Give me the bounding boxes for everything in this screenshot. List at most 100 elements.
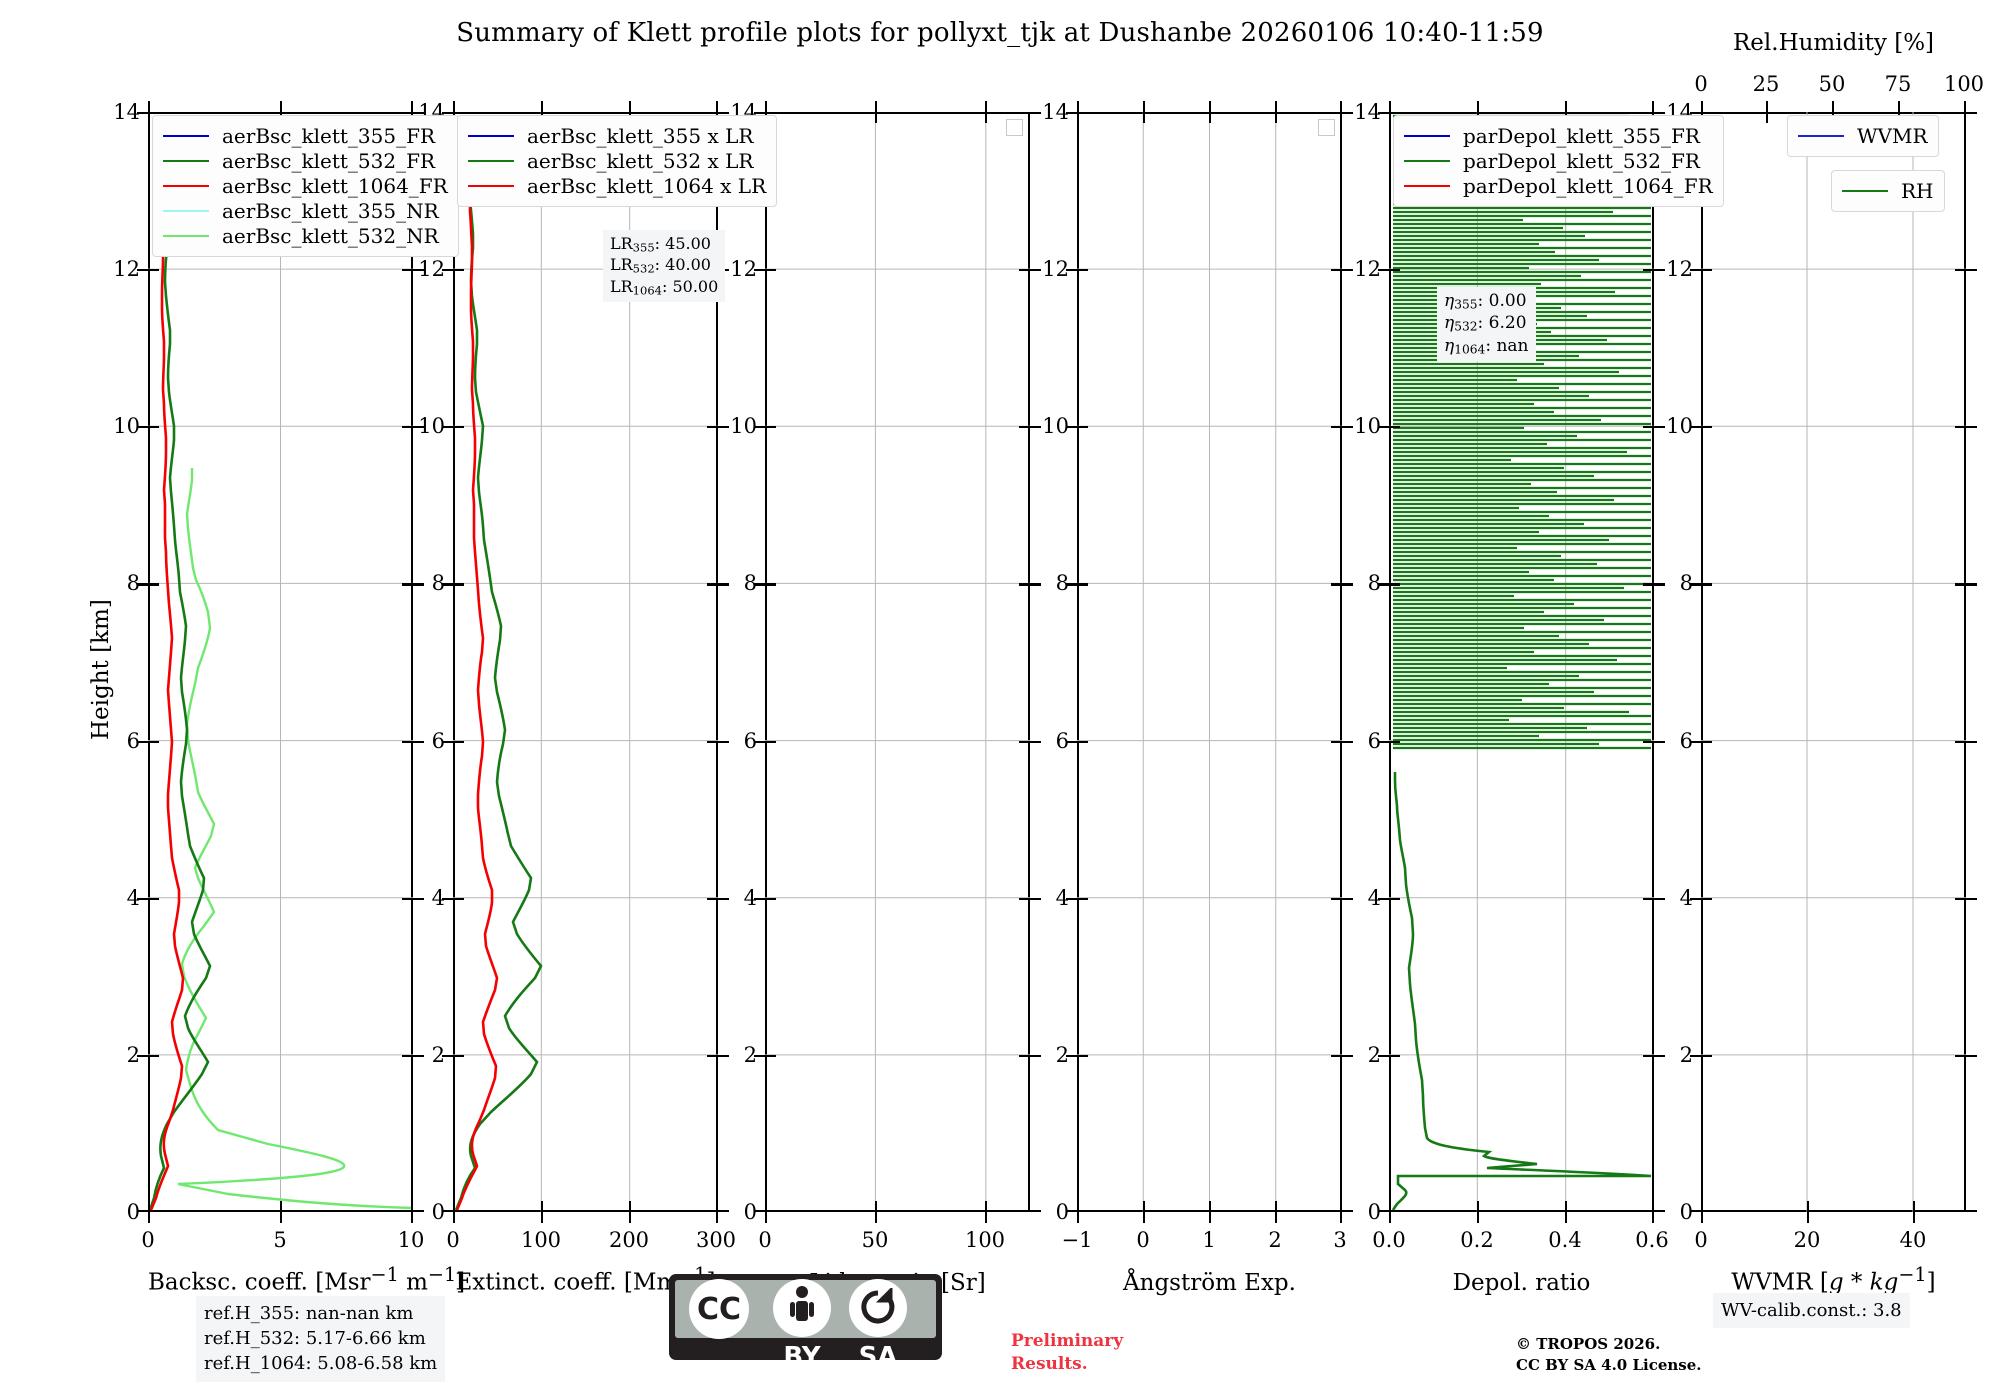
- legend-item: aerBsc_klett_532_NR: [163, 223, 448, 248]
- y-tick-label: 2: [743, 1042, 757, 1067]
- plot-area: [1077, 112, 1342, 1212]
- x-tick-label: 3: [1333, 1228, 1347, 1252]
- y-tick-label: 6: [1679, 728, 1693, 753]
- empty-legend-box[interactable]: [1318, 119, 1335, 136]
- legend-item: aerBsc_klett_532 x LR: [468, 148, 766, 173]
- person-icon: [790, 1286, 814, 1321]
- legend-item: parDepol_klett_355_FR: [1404, 123, 1713, 148]
- legend-label: WVMR: [1857, 123, 1928, 148]
- x-tick-label: 0.0: [1372, 1228, 1406, 1252]
- y-tick-label: 14: [1354, 100, 1381, 124]
- y-tick-label: 4: [431, 885, 445, 910]
- y-tick-label: 0: [1679, 1200, 1693, 1224]
- y-tick-label: 6: [1367, 728, 1381, 753]
- y-tick-label: 12: [1666, 257, 1693, 282]
- plot-area: [1701, 112, 1966, 1212]
- legend-swatch-line: [1404, 184, 1450, 187]
- y-tick-label: 4: [1367, 885, 1381, 910]
- y-tick-label: 4: [1055, 885, 1069, 910]
- legend-label: aerBsc_klett_532 x LR: [527, 148, 754, 173]
- panel-extinction: aerBsc_klett_355 x LR aerBsc_klett_532 x…: [418, 100, 778, 1296]
- legend-swatch-line: [163, 209, 209, 212]
- share-alike-icon: [861, 1288, 895, 1324]
- x-tick-label: 2: [1268, 1228, 1282, 1252]
- cc-sa-label: SA: [858, 1342, 898, 1372]
- x-tick-label: 0: [1136, 1228, 1150, 1252]
- x-tick-label: 0: [446, 1228, 460, 1252]
- y-tick-label: 12: [1042, 257, 1069, 282]
- legend-label: aerBsc_klett_532_NR: [222, 223, 439, 248]
- legend-backscatter[interactable]: aerBsc_klett_355_FR aerBsc_klett_532_FR …: [152, 115, 459, 257]
- series-parDepol-532-FR: [1391, 772, 1652, 1211]
- x-tick-label: 0.4: [1548, 1228, 1582, 1252]
- legend-label: parDepol_klett_1064_FR: [1463, 173, 1713, 198]
- eta-355: η355: 0.00: [1444, 291, 1527, 312]
- y-tick-label: 14: [113, 100, 140, 124]
- y-tick-label: 2: [1679, 1042, 1693, 1067]
- eta-532: η532: 6.20: [1444, 313, 1527, 335]
- eta-1064: η1064: nan: [1444, 335, 1529, 357]
- x-tick-label: 0: [141, 1228, 155, 1252]
- legend-label: RH: [1901, 178, 1934, 203]
- y-tick-label: 0: [126, 1200, 140, 1224]
- legend-swatch-line: [163, 134, 209, 137]
- x-axis-title: Depol. ratio: [1452, 1270, 1591, 1296]
- x-tick-label: 5: [273, 1228, 287, 1252]
- x-tick-label: 300: [695, 1228, 737, 1252]
- y-tick-label: 0: [1055, 1200, 1069, 1224]
- lr-532: LR532: 40.00: [610, 255, 711, 276]
- x-tick-label: 0: [758, 1228, 772, 1252]
- lr-355: LR355: 45.00: [610, 234, 711, 255]
- series-parDepol-532-noisy: [1393, 114, 1651, 750]
- y-tick-label: 10: [1042, 414, 1069, 439]
- empty-legend-box[interactable]: [1006, 119, 1023, 136]
- legend-extinction[interactable]: aerBsc_klett_355 x LR aerBsc_klett_532 x…: [457, 115, 778, 207]
- series-ext-1064: [455, 116, 499, 1211]
- legend-label: aerBsc_klett_1064 x LR: [527, 173, 767, 198]
- legend-rh[interactable]: RH: [1831, 170, 1945, 212]
- legend-item: parDepol_klett_532_FR: [1404, 148, 1713, 173]
- x-tick-label: 0: [1694, 1228, 1708, 1252]
- rh-tick-label: 0: [1694, 72, 1708, 96]
- legend-label: parDepol_klett_532_FR: [1463, 148, 1700, 173]
- x-tick-label: 40: [1899, 1228, 1927, 1252]
- y-tick-label: 4: [1679, 885, 1693, 910]
- legend-label: aerBsc_klett_355_NR: [222, 198, 439, 223]
- y-tick-label: 10: [418, 414, 445, 439]
- x-tick-label: 100: [964, 1228, 1006, 1252]
- legend-item: aerBsc_klett_355 x LR: [468, 123, 766, 148]
- x-tick-label: 1: [1202, 1228, 1216, 1252]
- reference-heights-box: ref.H_355: nan-nan km ref.H_532: 5.17-6.…: [196, 1296, 446, 1382]
- y-tick-label: 8: [1055, 571, 1069, 596]
- series-aerBsc-532-NR: [177, 468, 413, 1210]
- legend-swatch-line: [163, 234, 209, 237]
- y-tick-label: 6: [743, 728, 757, 753]
- legend-swatch-line: [468, 134, 514, 137]
- cc-by-label: BY: [783, 1342, 821, 1372]
- y-tick-label: 6: [126, 728, 140, 753]
- y-tick-label: 0: [431, 1200, 445, 1224]
- y-tick-label: 10: [1354, 414, 1381, 439]
- x-axis-title: WVMR [g * kg−1]: [1731, 1263, 1936, 1296]
- rh-tick-label: 50: [1818, 72, 1846, 96]
- legend-swatch-line: [1404, 159, 1450, 162]
- legend-swatch-line: [468, 159, 514, 162]
- legend-item: aerBsc_klett_532_FR: [163, 148, 448, 173]
- preliminary-results-note: Preliminary Results.: [1011, 1331, 1124, 1374]
- x-tick-label: 50: [861, 1228, 889, 1252]
- x-tick-label: 0.6: [1635, 1228, 1669, 1252]
- panel-depol-ratio: parDepol_klett_355_FR parDepol_klett_532…: [1354, 100, 1724, 1296]
- cc-circle-sa: [849, 1279, 907, 1337]
- legend-depol[interactable]: parDepol_klett_355_FR parDepol_klett_532…: [1393, 115, 1724, 207]
- x-tick-label: 100: [520, 1228, 562, 1252]
- legend-item: WVMR: [1798, 123, 1928, 148]
- legend-swatch-line: [468, 184, 514, 187]
- legend-item: RH: [1842, 178, 1934, 203]
- x-axis-title: Backsc. coeff. [Msr−1 m−1]: [148, 1263, 466, 1296]
- legend-wvmr[interactable]: WVMR: [1787, 115, 1939, 157]
- y-tick-label: 0: [1367, 1200, 1381, 1224]
- rh-tick-label: 25: [1752, 72, 1780, 96]
- rh-tick-label: 100: [1943, 72, 1985, 96]
- legend-label: aerBsc_klett_355_FR: [222, 123, 436, 148]
- y-tick-label: 12: [1354, 257, 1381, 282]
